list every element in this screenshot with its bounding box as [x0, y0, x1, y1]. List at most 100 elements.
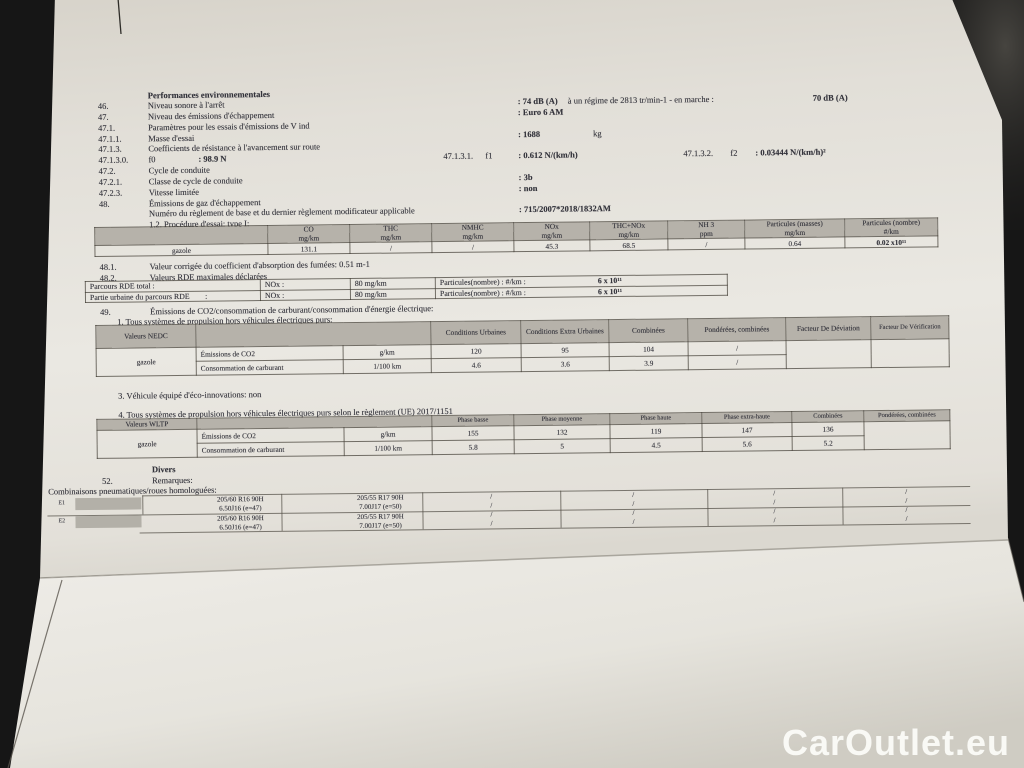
header-cell: NMHC mg/km	[431, 222, 514, 242]
item-number: 48.1.	[99, 261, 117, 272]
table-line	[842, 487, 844, 525]
item-number: 49.	[100, 306, 111, 317]
header-cell: Particules (masses) mg/km	[744, 218, 845, 239]
header-cell: CO mg/km	[267, 224, 350, 244]
paper-edge-right	[1007, 537, 1024, 603]
fold-crease-top	[117, 0, 122, 35]
row-label-cell: Consommation de carburant	[196, 359, 344, 376]
item-number: 47.1.1.	[98, 133, 122, 144]
coef-f0-value: : 98.9 N	[198, 153, 227, 164]
empty-values-column: / / / /	[773, 488, 776, 525]
deviation-cell	[786, 339, 872, 369]
fold-edge-shadow	[39, 539, 1009, 579]
verification-cell	[871, 338, 950, 368]
unit-cell: 1/100 km	[343, 358, 432, 374]
empty-values-column: / / / /	[905, 487, 908, 524]
data-cell: 4.5	[610, 437, 703, 453]
item-number: 47.1.3.	[98, 144, 122, 155]
nedc-table: Valeurs NEDC Conditions Urbaines Conditi…	[95, 315, 950, 377]
fuel-cell: gazole	[96, 429, 198, 459]
data-cell: /	[688, 354, 787, 370]
table-line	[560, 490, 562, 528]
redacted-box	[75, 497, 142, 511]
header-cell: NOx mg/km	[513, 221, 590, 241]
data-cell: 0.64	[744, 237, 845, 250]
data-cell: 4.6	[431, 357, 522, 373]
rim-size: 7.00J17 (e=50)	[359, 521, 402, 530]
tyre-combo: 205/55 R17 90H 7.00J17 (e=50)	[305, 493, 455, 513]
coef-f2-label: f2	[730, 147, 738, 158]
fuel-cell: gazole	[94, 243, 268, 257]
header-cell	[195, 321, 432, 348]
item-number: 47.	[97, 111, 109, 122]
item-number: 47.2.	[98, 165, 116, 176]
empty-values-column: / / / /	[490, 491, 493, 528]
weighted-combined-cell	[863, 420, 951, 450]
item-number: 47.2.1.	[98, 176, 123, 187]
data-cell: 131.1	[267, 242, 350, 255]
tyre-combo: 205/60 R16 90H 6.50J16 (e=47)	[165, 513, 315, 533]
data-cell: 68.5	[589, 239, 668, 252]
header-cell: Facteur De Vérification	[870, 315, 949, 340]
header-cell: Facteur De Déviation	[785, 316, 871, 341]
item-number: 47.1.3.1.	[443, 150, 474, 162]
corner-cell: Valeurs NEDC	[95, 324, 197, 349]
data-cell: 120	[431, 343, 522, 359]
wltp-table: Valeurs WLTP Phase basse Phase moyenne P…	[96, 409, 951, 459]
item-number: 47.1.3.0.	[98, 154, 129, 166]
data-cell: /	[431, 240, 514, 253]
item-number: 48.	[98, 198, 110, 209]
row-label-cell: Consommation de carburant	[197, 441, 345, 458]
coef-f1-value: : 0.612 N/(km/h)	[518, 149, 578, 161]
item-number: 46.	[97, 100, 109, 111]
coef-f2-value: : 0.03444 N/(km/h)²	[755, 146, 826, 158]
fuel-cell: gazole	[96, 347, 197, 377]
item-number: 52.	[101, 475, 113, 486]
divers-title: Divers	[151, 463, 176, 474]
data-cell: 5	[514, 438, 611, 454]
header-cell: THC mg/km	[349, 223, 432, 243]
paper-upper-panel	[40, 0, 1008, 578]
data-cell: 95	[521, 342, 610, 358]
header-cell: Conditions Urbaines	[430, 320, 522, 345]
unit-cell: g/km	[343, 344, 432, 360]
data-cell: 45.3	[513, 240, 590, 252]
header-cell: Combinées	[608, 318, 689, 343]
caroutlet-watermark: CarOutlet.eu	[781, 722, 1010, 763]
data-cell: /	[667, 238, 745, 251]
header-cell: Conditions Extra Urbaines	[520, 319, 610, 344]
approval-code: E1	[58, 499, 66, 506]
coef-f0-label: f0	[148, 154, 156, 165]
limit-cell: 80 mg/km	[350, 288, 436, 300]
data-cell: 155	[431, 425, 515, 441]
item-number: 47.1.	[97, 122, 116, 133]
data-cell: 132	[513, 424, 611, 440]
tyre-combo: 205/55 R17 90H 7.00J17 (e=50)	[305, 511, 455, 531]
item-number: 47.2.3.	[98, 187, 123, 198]
fold-crease-left	[7, 579, 63, 768]
data-cell: /	[349, 241, 432, 254]
pollutant-cell: NOx :	[260, 289, 351, 301]
item-label: Valeur corrigée du coefficient d'absorpt…	[149, 258, 370, 272]
header-cell: Combinées	[791, 410, 864, 423]
rim-size: 6.50J16 (e=47)	[219, 522, 262, 532]
data-cell: 119	[609, 423, 703, 439]
approval-code: E2	[58, 517, 66, 524]
coef-f1-label: f1	[485, 150, 493, 161]
redacted-box	[75, 515, 142, 529]
data-cell: 5.6	[702, 436, 793, 452]
header-cell	[94, 225, 268, 246]
table-line	[142, 495, 144, 515]
data-cell: /	[688, 340, 787, 356]
data-cell: 0.02 x10¹¹	[844, 236, 938, 249]
header-cell: THC+NOx mg/km	[589, 220, 668, 241]
unit-cell: g/km	[343, 426, 433, 442]
tyre-combo: 205/60 R16 90H 6.50J16 (e=47)	[165, 494, 315, 514]
unit-cell: 1/100 km	[344, 440, 433, 456]
item-number: 47.1.3.2.	[683, 148, 714, 159]
data-cell: 147	[701, 422, 793, 438]
data-cell: 3.9	[609, 355, 689, 371]
header-cell: Pondérées, combinées	[687, 317, 787, 342]
